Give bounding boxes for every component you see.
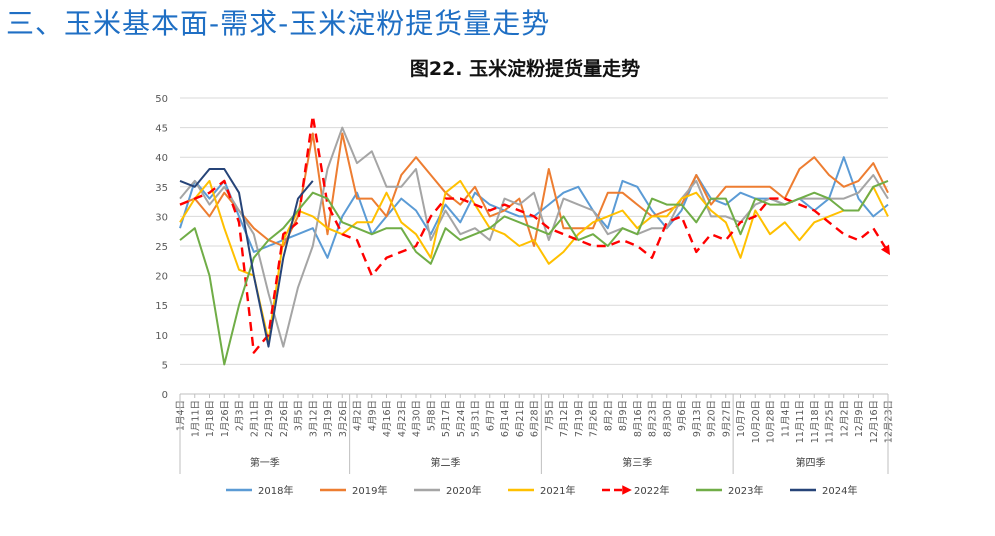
legend-label: 2024年 (822, 484, 857, 497)
y-tick-label: 25 (155, 242, 168, 253)
x-tick-label: 11月11日 (795, 400, 806, 443)
x-tick-label: 6月14日 (500, 400, 511, 437)
x-tick-label: 11月25日 (825, 400, 836, 443)
quarter-label: 第四季 (796, 456, 826, 469)
x-tick-label: 7月12日 (559, 400, 570, 437)
x-tick-label: 1月26日 (220, 400, 231, 437)
x-tick-label: 7月26日 (589, 400, 600, 437)
x-tick-label: 8月2日 (603, 400, 614, 431)
series-line-2023年 (179, 179, 889, 366)
x-tick-label: 10月28日 (766, 400, 777, 443)
x-tick-label: 3月26日 (338, 400, 349, 437)
y-tick-label: 5 (162, 360, 168, 371)
x-tick-label: 9月27日 (721, 400, 732, 437)
x-tick-label: 9月20日 (707, 400, 718, 437)
x-tick-label: 12月23日 (884, 400, 895, 443)
quarter-label: 第一季 (250, 456, 280, 469)
x-tick-label: 10月7日 (736, 400, 747, 437)
x-tick-label: 11月18日 (810, 400, 821, 443)
x-tick-label: 4月9日 (367, 400, 378, 431)
x-tick-label: 11月4日 (780, 400, 791, 437)
y-tick-label: 0 (162, 390, 168, 401)
x-tick-label: 6月21日 (515, 400, 526, 437)
series-line-2024年 (179, 168, 314, 348)
x-tick-label: 4月2日 (353, 400, 364, 431)
x-tick-label: 7月19日 (574, 400, 585, 437)
x-tick-label: 8月16日 (633, 400, 644, 437)
legend-label: 2018年 (258, 484, 293, 497)
y-tick-label: 15 (155, 301, 168, 312)
y-tick-label: 50 (155, 94, 168, 105)
x-tick-label: 1月4日 (176, 400, 187, 431)
series-line-2022年 (179, 114, 891, 354)
y-tick-label: 20 (155, 272, 168, 283)
legend-label: 2021年 (540, 484, 575, 497)
x-tick-label: 2月26日 (279, 400, 290, 437)
x-tick-label: 5月31日 (471, 400, 482, 437)
legend-label: 2022年 (634, 484, 669, 497)
x-tick-label: 8月9日 (618, 400, 629, 431)
x-tick-label: 5月17日 (441, 400, 452, 437)
x-tick-label: 6月28日 (530, 400, 541, 437)
legend-label: 2019年 (352, 484, 387, 497)
x-tick-label: 9月13日 (692, 400, 703, 437)
x-tick-label: 4月30日 (412, 400, 423, 437)
x-tick-label: 3月5日 (294, 400, 305, 431)
x-tick-label: 4月23日 (397, 400, 408, 437)
x-tick-label: 12月9日 (854, 400, 865, 437)
x-tick-label: 2月11日 (249, 400, 260, 437)
x-tick-label: 8月30日 (662, 400, 673, 437)
x-tick-label: 7月5日 (544, 400, 555, 431)
y-tick-label: 10 (155, 331, 168, 342)
slide-title: 三、玉米基本面-需求-玉米淀粉提货量走势 (6, 7, 551, 40)
x-tick-label: 12月2日 (839, 400, 850, 437)
quarter-label: 第三季 (622, 456, 652, 469)
chart-title: 图22. 玉米淀粉提货量走势 (409, 58, 641, 80)
x-tick-label: 12月16日 (869, 400, 880, 443)
x-tick-label: 8月23日 (648, 400, 659, 437)
x-tick-label: 4月16日 (382, 400, 393, 437)
legend-label: 2023年 (728, 484, 763, 497)
y-tick-label: 35 (155, 183, 168, 194)
quarter-label: 第二季 (431, 456, 461, 469)
x-tick-label: 6月7日 (485, 400, 496, 431)
x-tick-label: 2月3日 (235, 400, 246, 431)
x-tick-label: 1月11日 (190, 400, 201, 437)
x-tick-label: 1月18日 (205, 400, 216, 437)
y-tick-label: 45 (155, 124, 168, 135)
x-tick-label: 2月19日 (264, 400, 275, 437)
series-line-2020年 (179, 126, 889, 348)
y-tick-label: 30 (155, 212, 168, 223)
x-tick-label: 3月19日 (323, 400, 334, 437)
y-tick-label: 40 (155, 153, 168, 164)
x-tick-label: 5月8日 (426, 400, 437, 431)
x-tick-label: 9月6日 (677, 400, 688, 431)
x-tick-label: 5月24日 (456, 400, 467, 437)
x-tick-label: 3月12日 (308, 400, 319, 437)
x-tick-label: 10月20日 (751, 400, 762, 443)
legend-label: 2020年 (446, 484, 481, 497)
